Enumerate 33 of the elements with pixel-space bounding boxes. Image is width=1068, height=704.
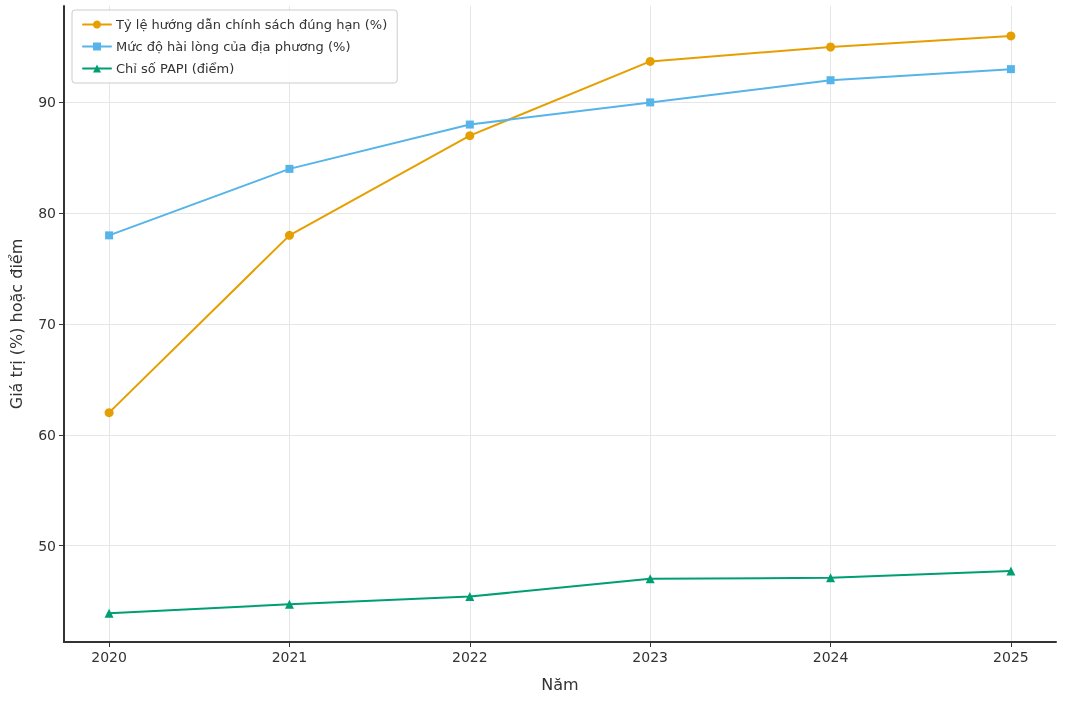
point: [645, 56, 655, 66]
y-tick-label: 70: [38, 316, 56, 332]
point: [826, 42, 836, 52]
point: [465, 131, 475, 141]
x-tick-label: 2023: [632, 649, 668, 665]
x-tick-label: 2020: [91, 649, 127, 665]
point: [284, 599, 294, 609]
x-axis-title: Năm: [541, 674, 579, 694]
x-tick-label: 2021: [271, 649, 308, 665]
point: [646, 98, 655, 107]
x-tick-label: 2024: [812, 649, 849, 665]
point: [1006, 566, 1016, 576]
y-tick-label: 60: [38, 426, 56, 443]
y-axis-title: Giá trị (%) hoặc điểm: [6, 238, 26, 410]
legend-label: Mức độ hài lòng của địa phương (%): [116, 39, 351, 54]
point: [1006, 65, 1015, 74]
point: [465, 592, 475, 602]
point: [105, 231, 114, 240]
legend-label: Chỉ số PAPI (điểm): [116, 61, 235, 76]
point: [284, 230, 294, 240]
legend-label: Tỷ lệ hướng dẫn chính sách đúng hạn (%): [115, 17, 388, 32]
point: [826, 573, 836, 583]
point: [1006, 31, 1016, 41]
x-tick-label: 2025: [993, 649, 1029, 665]
point: [104, 408, 114, 418]
y-tick-label: 80: [38, 205, 56, 222]
point: [104, 608, 114, 618]
point: [285, 164, 294, 173]
x-tick-label: 2022: [452, 649, 488, 665]
y-tick-label: 50: [38, 537, 56, 554]
y-tick-label: 90: [38, 94, 56, 111]
point: [826, 76, 835, 85]
point: [465, 120, 474, 129]
